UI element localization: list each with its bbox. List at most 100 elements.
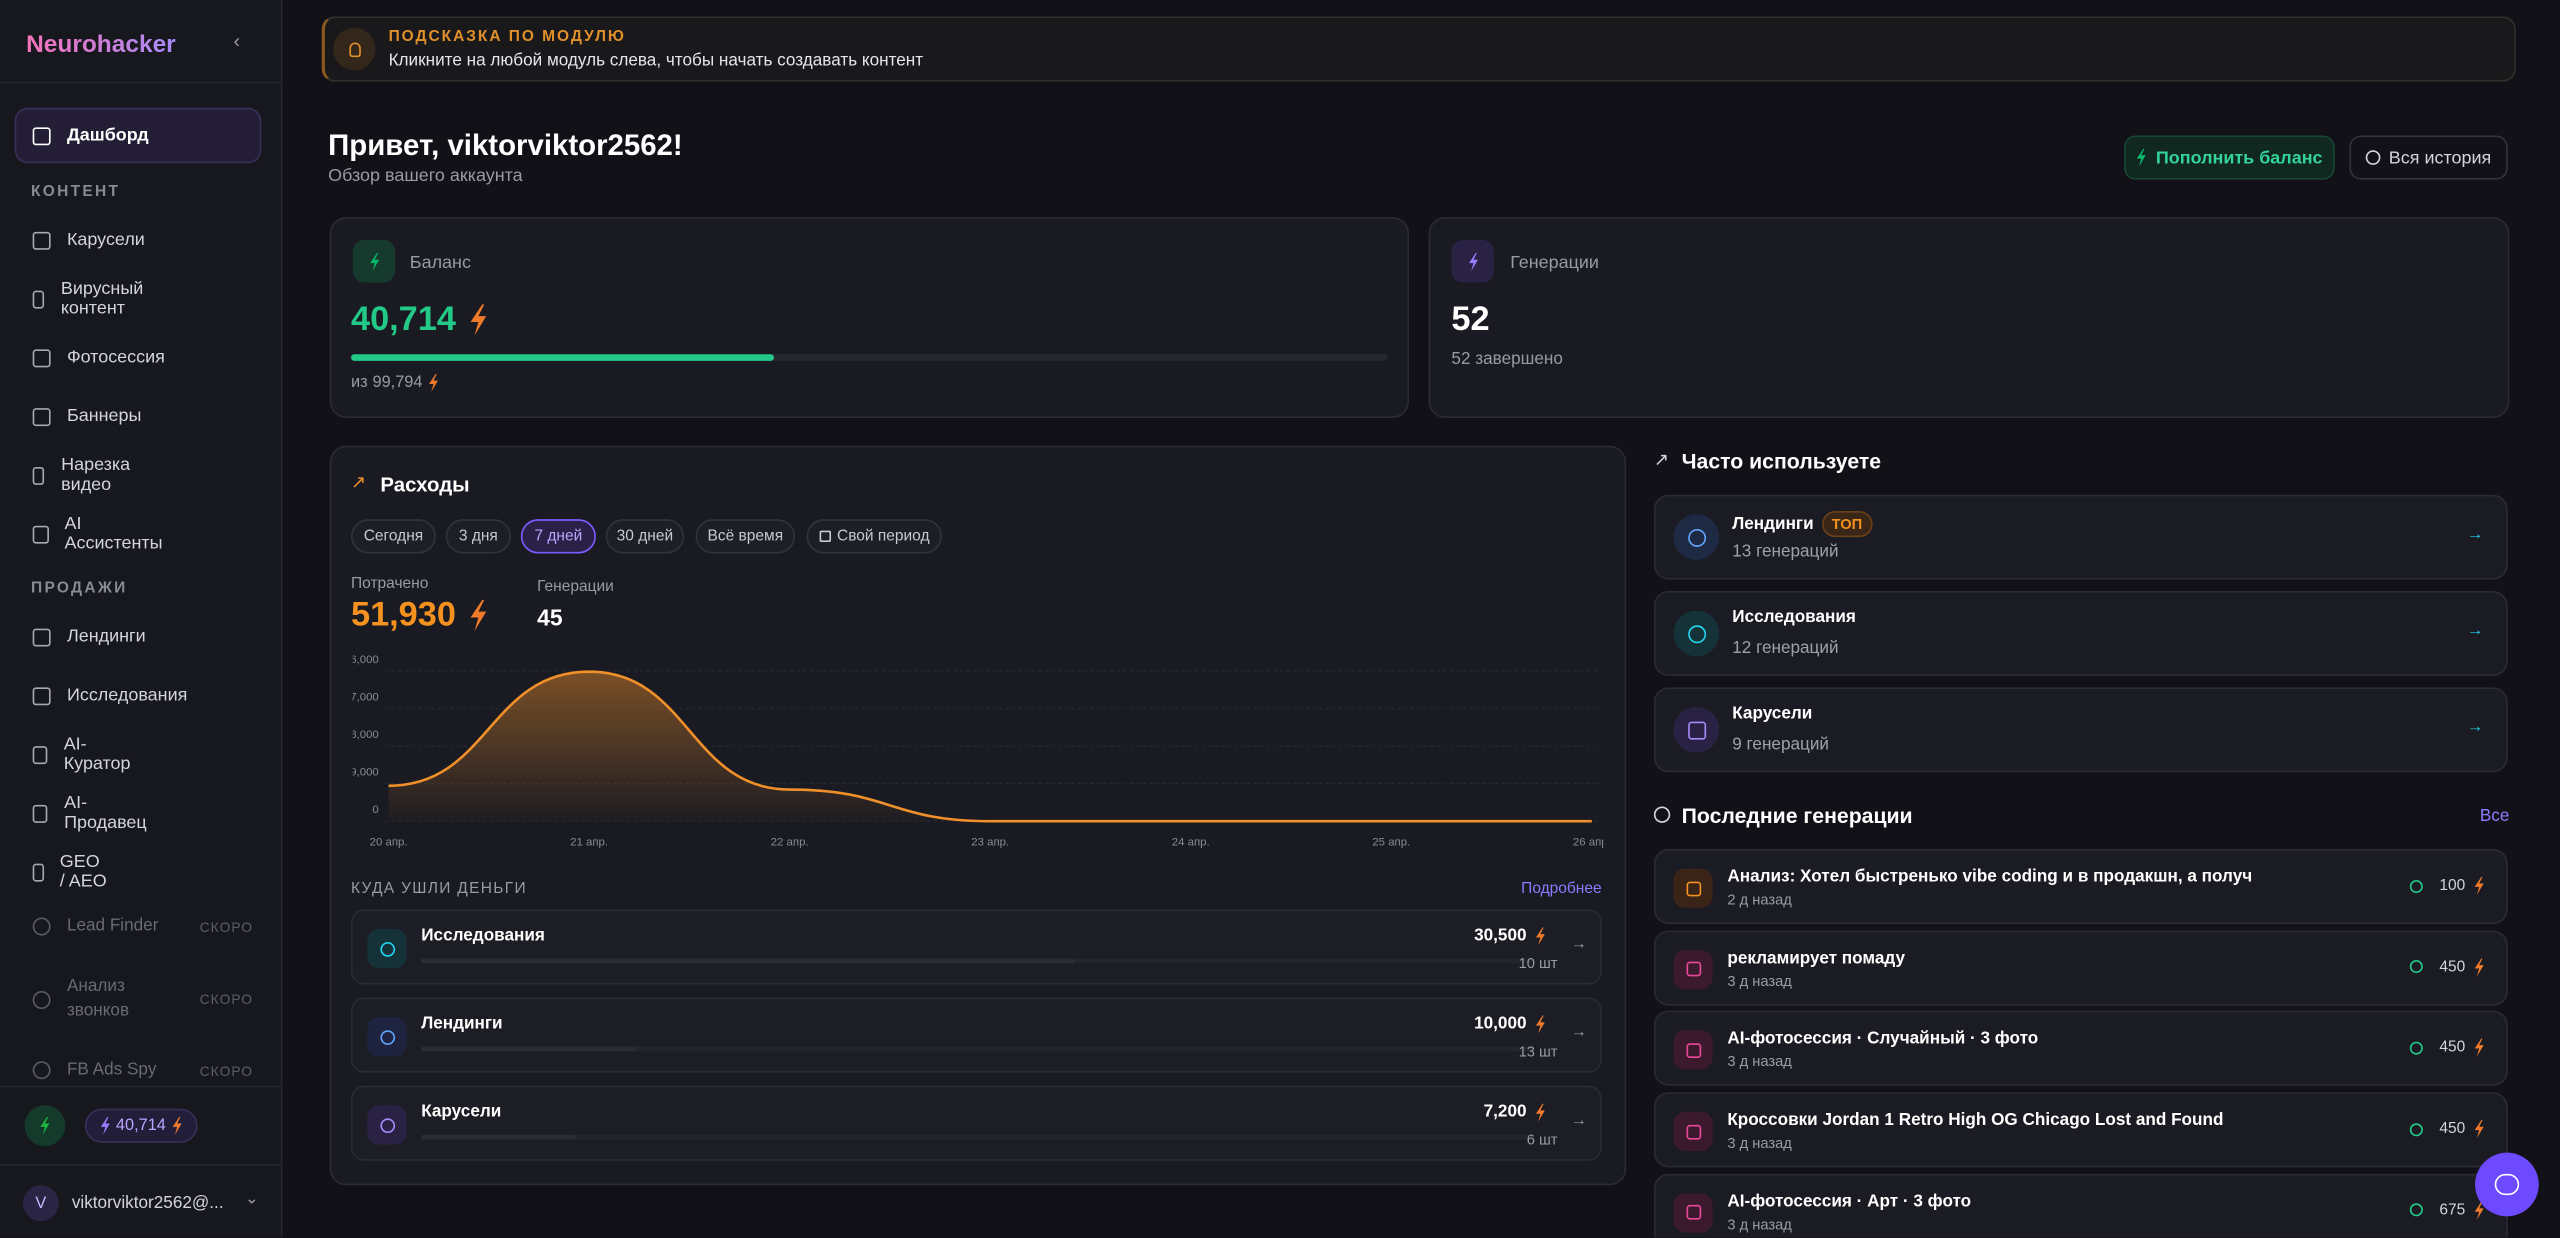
nav-icon <box>32 289 45 308</box>
clock-icon <box>1653 806 1671 823</box>
balance-icon <box>24 1105 66 1147</box>
nav-item[interactable]: AI Ассистенты <box>32 514 165 553</box>
period-pill[interactable]: Свой период <box>806 519 943 554</box>
chat-button[interactable] <box>2475 1152 2539 1217</box>
nav-item[interactable]: AI-Куратор <box>32 735 134 774</box>
recent-cost: 450 <box>2410 1039 2485 1057</box>
nav-item[interactable]: Исследования <box>32 681 187 710</box>
balance-card-icon <box>352 239 396 283</box>
nav-item[interactable]: Фотосессия <box>32 343 165 372</box>
history-button[interactable]: Вся история <box>2349 135 2508 180</box>
nav-icon <box>32 917 51 936</box>
line <box>388 670 1592 823</box>
bolt-icon <box>2473 1120 2484 1138</box>
pill-label: 30 дней <box>616 527 674 546</box>
recent-icon <box>1673 1111 1713 1152</box>
breakdown-row[interactable]: Лендинги 10,000 13 шт → <box>351 997 1602 1073</box>
nav-icon <box>32 126 51 145</box>
amount-value: 30,500 <box>1474 925 1527 946</box>
bolt-icon <box>368 252 379 270</box>
recent-item[interactable]: Кроссовки Jordan 1 Retro High OG Chicago… <box>1653 1092 2508 1168</box>
avatar: V <box>22 1185 59 1222</box>
period-pill[interactable]: 30 дней <box>605 519 685 554</box>
recent-item[interactable]: Анализ: Хотел быстренько vibe coding и в… <box>1653 848 2508 925</box>
nav-icon <box>32 407 51 426</box>
nav-label: GEO / AEO <box>59 852 107 892</box>
recent-item[interactable]: рекламирует помаду 3 д назад 450 <box>1653 930 2508 1006</box>
balance-pill: 40,714 <box>84 1108 197 1143</box>
calendar-icon <box>819 530 831 543</box>
row-glyph <box>379 941 395 956</box>
bolt-icon <box>2473 958 2484 976</box>
period-pill[interactable]: Сегодня <box>351 519 436 554</box>
row-count: 13 шт <box>1518 1043 1558 1060</box>
nav-icon <box>32 686 51 705</box>
recent-cost: 450 <box>2410 957 2485 976</box>
x-tick-label: 22 апр. <box>771 837 809 849</box>
expenses-title: Расходы <box>380 473 470 497</box>
breakdown-row[interactable]: Исследования 30,500 10 шт → <box>351 909 1602 985</box>
frequent-item[interactable]: Лендинги ТОП 13 генераций → <box>1653 494 2508 580</box>
nav-item[interactable]: AI-Продавец <box>32 793 150 833</box>
use <box>429 374 438 392</box>
recent-all[interactable]: Все <box>2479 806 2510 827</box>
nav-icon <box>32 990 51 1009</box>
y-tick-label: 9,000 <box>350 767 379 779</box>
spent-number: 51,930 <box>351 595 456 634</box>
nav-item[interactable]: Дашборд <box>32 121 149 150</box>
nav-item[interactable]: Вирусный контент <box>32 279 150 318</box>
sidebar <box>0 0 283 1238</box>
nav-item-disabled: Анализ звонков СКОРО <box>32 975 253 1024</box>
recent-item[interactable]: AI-фотосессия · Случайный · 3 фото 3 д на… <box>1653 1011 2508 1087</box>
pill-label: 7 дней <box>534 527 583 546</box>
row-share <box>421 1046 636 1052</box>
topup-button[interactable]: Пополнить баланс <box>2124 135 2335 180</box>
frequent-item[interactable]: Карусели 9 генераций → <box>1653 687 2508 773</box>
nav-label: AI-Продавец <box>64 793 147 833</box>
nav-item[interactable]: Карусели <box>32 225 145 254</box>
name-text: Исследования <box>1732 607 1856 627</box>
nav-item-disabled: FB Ads Spy СКОРО <box>32 1058 253 1082</box>
period-pill[interactable]: 3 дня <box>445 519 512 554</box>
balance-card <box>329 217 1409 418</box>
row-glyph <box>379 1029 395 1045</box>
row-name: Карусели <box>421 1102 502 1122</box>
more-link[interactable]: Подробнее <box>1521 879 1602 898</box>
breakdown-row[interactable]: Карусели 7,200 6 шт → <box>351 1085 1602 1161</box>
nav-label: AI-Куратор <box>63 734 131 774</box>
period-pill[interactable]: 7 дней <box>520 519 596 554</box>
recent-item[interactable]: AI-фотосессия · Арт · 3 фото 3 д назад 675 <box>1653 1173 2508 1238</box>
hint-icon <box>333 27 376 71</box>
bolt-icon <box>469 599 489 632</box>
x-tick-label: 26 апр. <box>1573 837 1611 849</box>
collapse-button[interactable]: ‹ <box>233 29 240 53</box>
active-nav[interactable] <box>14 107 262 164</box>
user-menu[interactable]: ⌄ <box>244 1190 259 1209</box>
recent-title: Последние генерации <box>1681 803 1913 828</box>
recent-cost: 100 <box>2410 876 2485 895</box>
check-icon <box>2410 1122 2424 1136</box>
frequent-item[interactable]: Исследования 12 генераций → <box>1653 591 2508 676</box>
spending-chart: 36,000 27,000 18,000 9,000 0 20 апр. 21 апр. 22… <box>350 654 1611 849</box>
bolt-icon <box>1535 927 1546 945</box>
row-track <box>421 958 1534 964</box>
nav-item[interactable]: Баннеры <box>32 402 141 431</box>
nav-item[interactable]: Нарезка видео <box>32 456 136 495</box>
recent-glyph <box>1685 1043 1701 1058</box>
recent-glyph <box>1685 961 1701 977</box>
greeting: Привет, viktorviktor2562! <box>328 128 683 162</box>
row-track <box>421 1134 1534 1140</box>
nav-item[interactable]: GEO / AEO <box>32 852 107 891</box>
sidebar-balance: 40,714 <box>115 1116 166 1135</box>
period-pill[interactable]: Всё время <box>695 519 796 554</box>
bolt-icon <box>2136 149 2147 167</box>
nav-item[interactable]: Лендинги <box>32 622 146 651</box>
check-icon <box>2410 960 2424 974</box>
recent-time: 3 д назад <box>1727 1053 1792 1071</box>
recent-glyph <box>1685 880 1701 896</box>
pill-label: Всё время <box>707 527 784 546</box>
user-name: viktorviktor2562@... <box>71 1193 224 1214</box>
hint-bar <box>321 16 2516 82</box>
use <box>2475 877 2484 895</box>
pill-label: Сегодня <box>363 527 424 546</box>
